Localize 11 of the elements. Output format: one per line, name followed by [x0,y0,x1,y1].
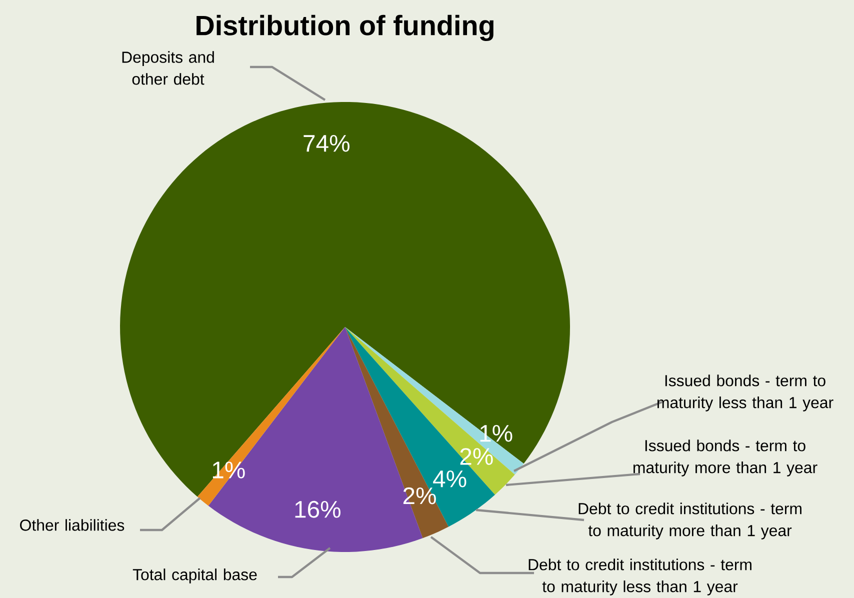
chart-title: Distribution of funding [196,14,494,42]
slice-label: Total capital base [132,568,257,584]
slice-label: Issued bonds - term to maturity more than 1 year [634,440,818,476]
data-label: 74% [304,135,350,152]
slice-label: Debt to credit institutions - term to maturity more than 1 year [578,502,802,540]
slice-label: Other liabilities [20,519,124,531]
data-label: 16% [295,500,340,518]
slice-label: Issued bonds - term to maturity less than 1 year [657,374,834,412]
slice-label: Debt to credit institutions - term to maturity less than 1 year [528,558,752,596]
data-label: 4% [433,470,466,488]
slice-label: Deposits and other debt [122,51,214,85]
